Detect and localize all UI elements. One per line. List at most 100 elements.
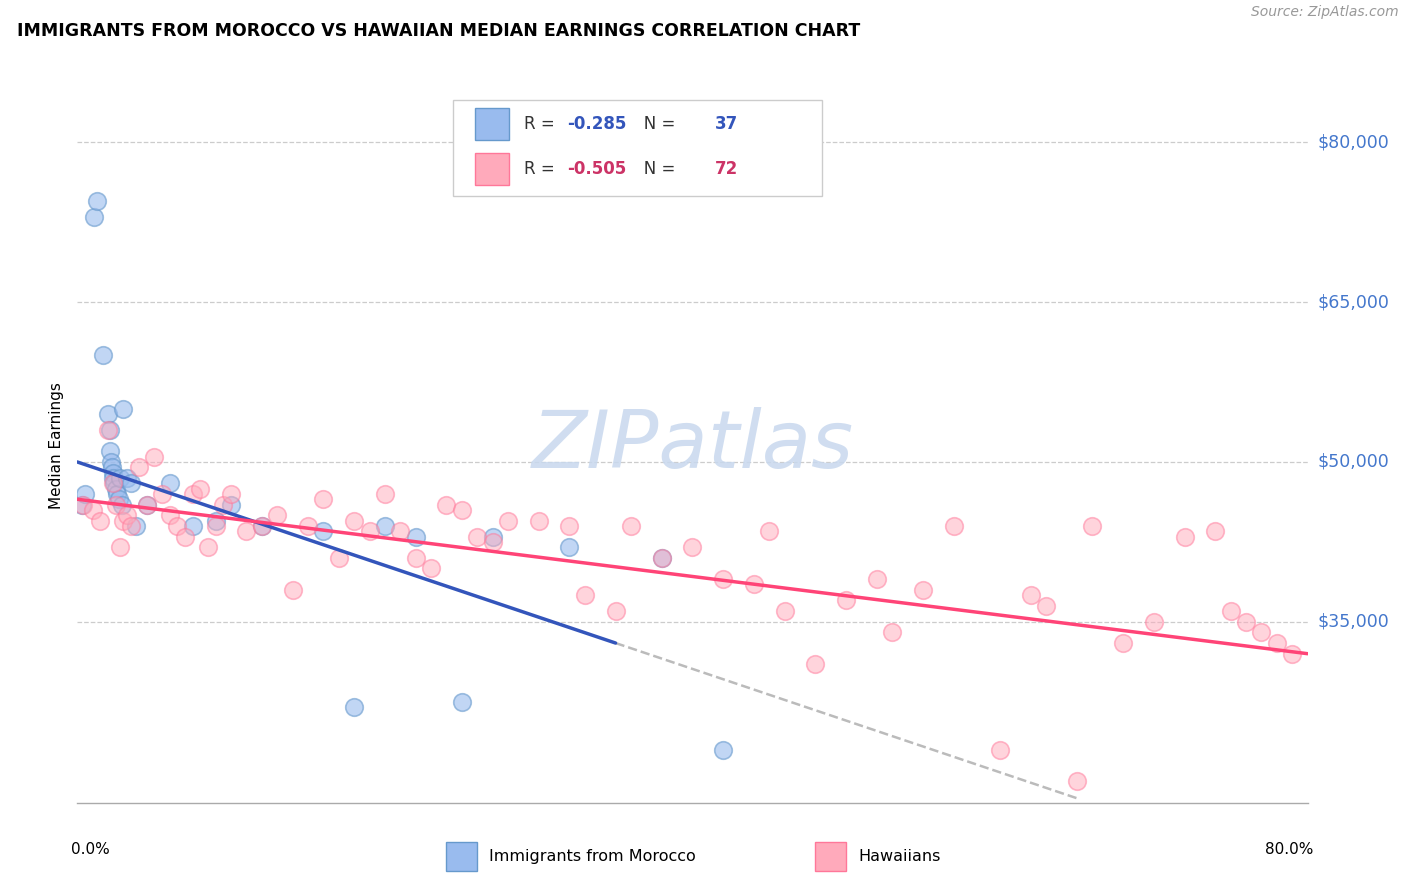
Point [110,540,132,554]
Point [1250,625,1272,640]
Point [374,519,396,533]
Point [103,476,125,491]
Text: 80.0%: 80.0% [1265,842,1313,857]
Point [166,519,188,533]
Point [159,476,181,491]
Point [1143,615,1166,629]
Text: Immigrants from Morocco: Immigrants from Morocco [489,849,696,863]
Point [174,529,197,543]
Point [527,514,550,528]
Text: $65,000: $65,000 [1317,293,1389,311]
Point [125,519,148,533]
Point [481,529,503,543]
Point [988,742,1011,756]
Point [72,498,94,512]
Point [1174,529,1197,543]
Text: R =: R = [524,115,560,133]
Point [682,540,704,554]
Point [159,508,181,523]
Point [100,444,122,458]
Point [742,577,765,591]
Point [250,519,273,533]
Point [651,550,673,565]
Point [420,561,443,575]
Point [120,476,142,491]
Text: $50,000: $50,000 [1317,453,1389,471]
Point [101,460,124,475]
Point [73,487,96,501]
Point [135,498,157,512]
Point [86,194,108,208]
Point [204,519,226,533]
Point [1281,647,1303,661]
Point [188,482,212,496]
Point [250,519,273,533]
Point [219,487,242,501]
Text: 0.0%: 0.0% [72,842,110,857]
Point [1112,636,1135,650]
Point [281,582,304,597]
Point [1265,636,1288,650]
Point [558,540,581,554]
Point [605,604,627,618]
Point [135,498,157,512]
Point [711,572,734,586]
Point [100,455,122,469]
Point [1219,604,1241,618]
Point [711,742,734,756]
Bar [447,842,477,871]
Bar [475,153,509,185]
Text: $80,000: $80,000 [1317,134,1389,152]
Point [1204,524,1226,539]
Point [98,423,121,437]
Point [1081,519,1104,533]
Point [343,514,366,528]
Point [93,349,115,363]
Point [112,401,135,416]
Text: N =: N = [628,160,681,178]
Text: -0.505: -0.505 [567,160,626,178]
Text: 72: 72 [714,160,738,178]
Point [1066,774,1088,789]
Point [97,423,120,437]
Point [83,210,105,224]
Text: 37: 37 [714,115,738,133]
Point [101,476,124,491]
Text: Hawaiians: Hawaiians [859,849,941,863]
Point [620,519,643,533]
Point [297,519,319,533]
Point [343,700,366,714]
Point [773,604,796,618]
Point [103,471,125,485]
Point [496,514,519,528]
Point [89,514,111,528]
Bar [815,842,846,871]
Point [266,508,288,523]
Point [405,529,427,543]
Point [405,550,427,565]
Point [219,498,242,512]
Point [70,498,93,512]
Point [150,487,173,501]
Point [1019,588,1042,602]
Point [1035,599,1057,613]
Point [312,524,335,539]
Text: Source: ZipAtlas.com: Source: ZipAtlas.com [1251,5,1399,19]
Point [558,519,581,533]
Bar [475,108,509,140]
Point [804,657,827,672]
Point [111,498,134,512]
Point [82,503,104,517]
Point [1234,615,1257,629]
Point [181,487,204,501]
Point [120,519,142,533]
Point [651,550,673,565]
Point [942,519,965,533]
Point [436,498,458,512]
Point [104,482,127,496]
Point [389,524,412,539]
Point [328,550,350,565]
Text: N =: N = [628,115,681,133]
FancyBboxPatch shape [453,100,821,196]
Point [481,534,503,549]
